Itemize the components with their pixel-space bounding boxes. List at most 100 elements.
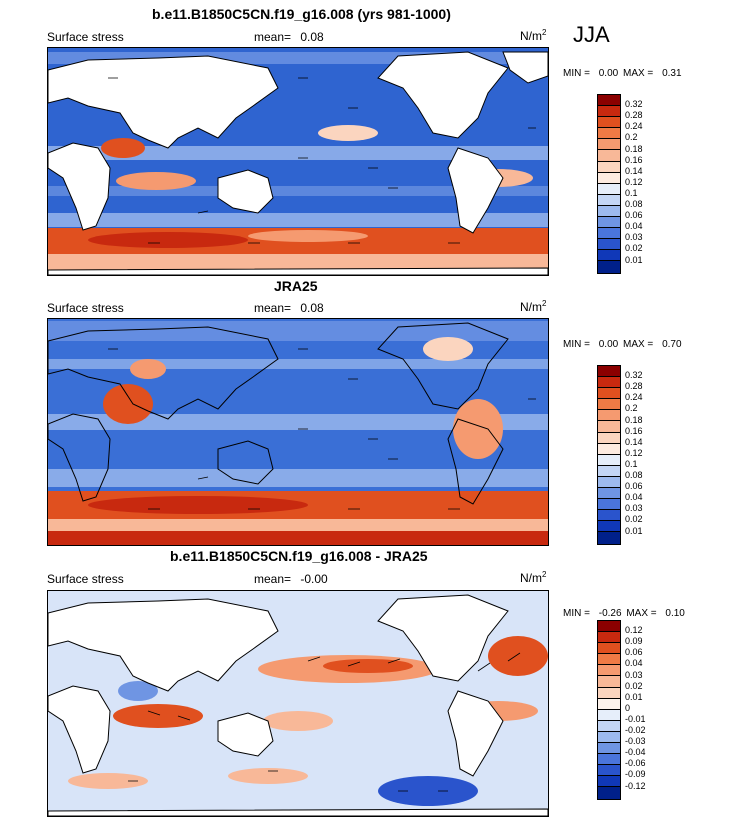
colorbar-tick-label: 0.14 [625, 436, 643, 447]
panel-1-land-greenland [502, 51, 548, 84]
panel-2-band [48, 359, 548, 369]
colorbar-tick-label: 0.24 [625, 392, 643, 403]
colorbar-tick-label: -0.12 [625, 780, 646, 791]
colorbar-swatch [598, 476, 620, 489]
panel-3-band [378, 776, 478, 806]
panel-2-title: JRA25 [274, 278, 318, 294]
panel-1-band [48, 213, 548, 227]
panel-1-band [248, 230, 368, 242]
colorbar-tick-label: 0.03 [625, 669, 643, 680]
colorbar-swatch [598, 709, 620, 721]
colorbar-tick-label: 0.12 [625, 176, 643, 187]
panel-3-mean: mean= -0.00 [254, 572, 328, 586]
panel-1-mean-label: mean= [254, 30, 292, 44]
panel-1-band [101, 138, 145, 158]
panel-2-band [48, 519, 548, 531]
colorbar-tick-label: 0.28 [625, 381, 643, 392]
colorbar-swatch [598, 410, 620, 422]
panel-2-land-australia [217, 440, 274, 485]
panel-1-land-north-america [377, 51, 509, 139]
colorbar-tick-label: 0.09 [625, 636, 643, 647]
colorbar-swatch [598, 150, 620, 162]
colorbar-tick-label: 0 [625, 702, 631, 713]
colorbar-tick-label: 0.24 [625, 121, 643, 132]
colorbar-swatch [598, 261, 620, 273]
colorbar-swatch [598, 665, 620, 677]
panel-2-band [48, 321, 548, 341]
panel-3-field-label: Surface stress [47, 572, 124, 586]
panel-2-colorbar [597, 365, 621, 545]
colorbar-swatch [598, 183, 620, 195]
colorbar-tick-label: 0.02 [625, 243, 643, 254]
panel-3-band [263, 711, 333, 731]
colorbar-tick-label: 0.02 [625, 514, 643, 525]
colorbar-tick-label: -0.03 [625, 736, 646, 747]
panel-1-title: b.e11.B1850C5CN.f19_g16.008 (yrs 981-100… [152, 6, 451, 22]
panel-3-units: N/m2 [520, 570, 547, 585]
colorbar-tick-label: 0.2 [625, 132, 638, 143]
colorbar-tick-label: 0.01 [625, 691, 643, 702]
colorbar-tick-label: 0.06 [625, 481, 643, 492]
panel-2-field-label: Surface stress [47, 301, 124, 315]
colorbar-swatch [598, 754, 620, 766]
panel-1-minmax: MIN = 0.00 MAX = 0.31 [563, 68, 682, 79]
panel-1-field-label: Surface stress [47, 30, 124, 44]
colorbar-tick-label: 0.1 [625, 458, 638, 469]
colorbar-swatch [598, 787, 620, 799]
panel-3-land-antarctica [48, 808, 548, 816]
colorbar-swatch [598, 205, 620, 218]
colorbar-swatch [598, 632, 620, 644]
panel-3-wind-arrows [128, 652, 521, 792]
panel-2-map-svg [48, 319, 548, 545]
colorbar-swatch [598, 676, 620, 688]
panel-2-map [47, 318, 549, 546]
colorbar-tick-label: 0.18 [625, 414, 643, 425]
panel-3-land-south-america [447, 690, 504, 777]
colorbar-swatch [598, 106, 620, 118]
colorbar-tick-label: -0.01 [625, 713, 646, 724]
panel-1-mean: mean= 0.08 [254, 30, 324, 44]
colorbar-tick-label: 0.08 [625, 199, 643, 209]
panel-1-land-antarctica [48, 267, 548, 275]
colorbar-tick-label: 0.14 [625, 165, 643, 176]
colorbar-tick-label: 0.06 [625, 647, 643, 658]
panel-1-map-svg [48, 48, 548, 275]
panel-3-map-svg [48, 591, 548, 816]
colorbar-swatch [598, 731, 620, 744]
panel-1-band [116, 172, 196, 190]
colorbar-tick-label: 0.32 [625, 99, 643, 110]
colorbar-swatch [598, 366, 620, 378]
panel-2-band [130, 359, 166, 379]
colorbar-swatch [598, 377, 620, 389]
colorbar-tick-label: 0.01 [625, 525, 643, 536]
colorbar-tick-label: -0.04 [625, 747, 646, 758]
colorbar-swatch [598, 720, 620, 732]
colorbar-tick-label: 0.03 [625, 232, 643, 243]
colorbar-tick-label: 0.02 [625, 680, 643, 691]
panel-3-band [323, 659, 413, 673]
colorbar-swatch [598, 687, 620, 699]
colorbar-swatch [598, 510, 620, 522]
panel-3-land-eurasia [48, 598, 279, 692]
season-label: JJA [573, 22, 610, 47]
panel-2-band [48, 469, 548, 487]
colorbar-tick-label: 0.1 [625, 187, 638, 198]
panel-3-land-north-america [377, 594, 509, 682]
colorbar-tick-label: 0.28 [625, 110, 643, 121]
panel-3-band [118, 681, 158, 701]
panel-2-land-north-america [377, 322, 509, 410]
panel-2-units: N/m2 [520, 299, 547, 314]
panel-2-mean-value: 0.08 [300, 301, 324, 315]
panel-1-map [47, 47, 549, 276]
colorbar-swatch [598, 117, 620, 129]
colorbar-swatch [598, 161, 620, 173]
colorbar-swatch [598, 421, 620, 433]
panel-3-title: b.e11.B1850C5CN.f19_g16.008 - JRA25 [170, 548, 428, 564]
colorbar-tick-label: 0.2 [625, 403, 638, 414]
colorbar-swatch [598, 194, 620, 206]
colorbar-swatch [598, 643, 620, 655]
colorbar-tick-label: -0.09 [625, 769, 646, 780]
colorbar-tick-label: 0.06 [625, 210, 643, 221]
panel-2-band [88, 496, 308, 514]
colorbar-swatch [598, 399, 620, 411]
